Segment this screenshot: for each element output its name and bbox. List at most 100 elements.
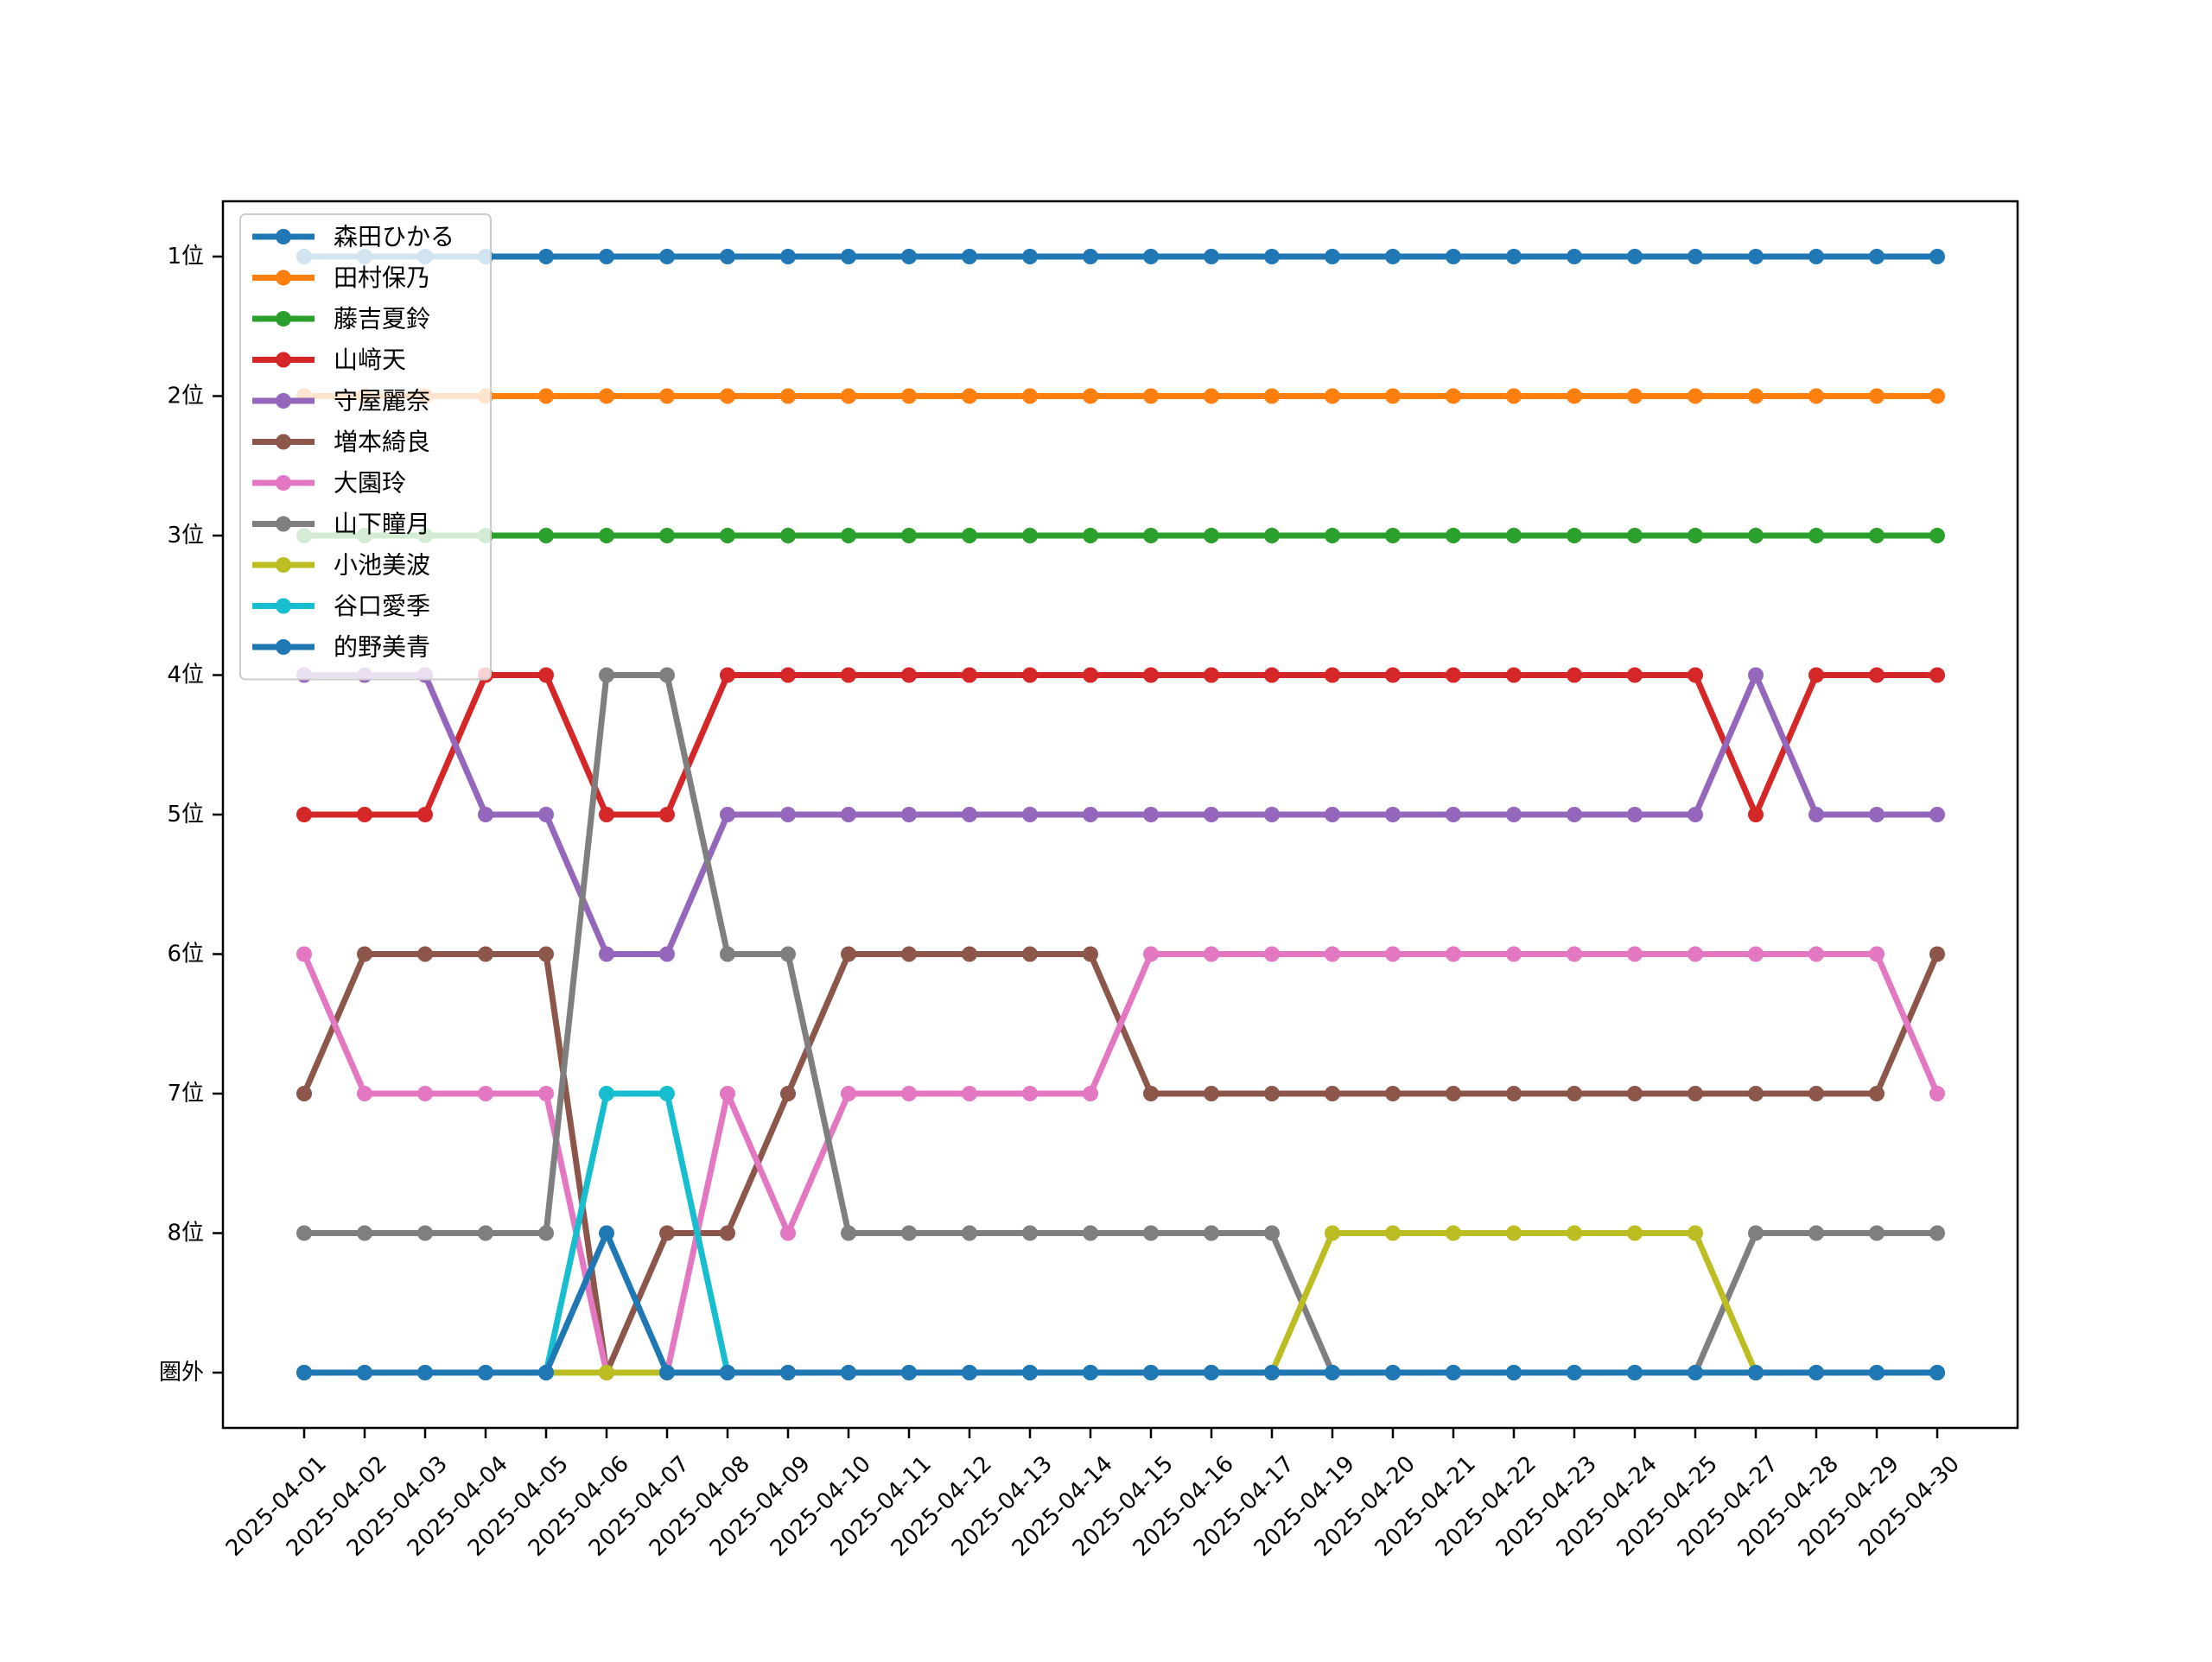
legend-swatch-marker: [276, 352, 291, 368]
data-point: [1506, 1365, 1522, 1380]
data-point: [1325, 249, 1340, 264]
data-point: [962, 1086, 977, 1101]
data-point: [901, 1225, 917, 1241]
data-point: [1506, 528, 1522, 543]
legend-swatch-marker: [276, 270, 291, 286]
data-point: [659, 946, 675, 962]
data-point: [599, 1225, 614, 1241]
legend-entry: 藤吉夏鈴: [252, 305, 430, 333]
data-point: [1204, 1365, 1219, 1380]
data-point: [1385, 528, 1401, 543]
y-tick-label: 5位: [167, 802, 204, 828]
data-point: [1083, 528, 1098, 543]
data-point: [1143, 807, 1159, 822]
data-point: [1627, 946, 1643, 962]
data-point: [780, 807, 796, 822]
data-point: [1325, 1086, 1340, 1101]
legend-label: 守屋麗奈: [334, 387, 430, 416]
data-point: [1567, 1225, 1582, 1241]
legend-entry: 森田ひかる: [252, 223, 454, 251]
y-tick-label: 7位: [167, 1081, 204, 1107]
data-point: [1688, 946, 1703, 962]
data-point: [962, 667, 977, 683]
data-point: [478, 1365, 493, 1380]
data-point: [296, 1086, 312, 1101]
legend-swatch-marker: [276, 475, 291, 491]
data-point: [1446, 667, 1461, 683]
data-point: [1869, 1086, 1885, 1101]
series-4: [296, 667, 1945, 822]
data-point: [1446, 249, 1461, 264]
data-point: [1325, 1225, 1340, 1241]
data-point: [1688, 667, 1703, 683]
data-point: [1808, 667, 1824, 683]
data-point: [1627, 667, 1643, 683]
legend-entry: 増本綺良: [252, 428, 430, 456]
data-point: [1627, 1365, 1643, 1380]
data-point: [1385, 1225, 1401, 1241]
data-point: [841, 528, 856, 543]
data-point: [1022, 249, 1038, 264]
data-point: [599, 667, 614, 683]
data-point: [1567, 1365, 1582, 1380]
data-point: [659, 807, 675, 822]
data-point: [780, 1086, 796, 1101]
data-point: [1446, 1225, 1461, 1241]
legend-label: 小池美波: [334, 551, 430, 580]
legend-entry: 的野美青: [252, 633, 430, 662]
data-point: [1567, 667, 1582, 683]
legend-entry: 山下瞳月: [252, 510, 430, 538]
data-point: [659, 388, 675, 404]
data-point: [720, 1225, 735, 1241]
data-point: [1143, 388, 1159, 404]
data-point: [478, 1225, 493, 1241]
series-line: [304, 672, 1937, 957]
data-point: [841, 1225, 856, 1241]
data-point: [1385, 1365, 1401, 1380]
data-point: [841, 946, 856, 962]
data-point: [417, 1086, 433, 1101]
data-point: [841, 807, 856, 822]
legend-swatch-marker: [276, 393, 291, 409]
data-point: [1688, 388, 1703, 404]
data-point: [1204, 807, 1219, 822]
data-point: [1143, 1365, 1159, 1380]
legend-entry: 谷口愛季: [252, 592, 430, 620]
data-point: [1506, 388, 1522, 404]
y-tick-label: 6位: [167, 942, 204, 967]
y-tick-label: 2位: [167, 384, 204, 409]
data-point: [1385, 249, 1401, 264]
legend-entry: 田村保乃: [252, 263, 430, 292]
data-point: [1143, 528, 1159, 543]
data-point: [1567, 388, 1582, 404]
data-point: [1022, 1365, 1038, 1380]
legend-swatch-marker: [276, 598, 291, 614]
data-point: [962, 1225, 977, 1241]
data-point: [417, 807, 433, 822]
data-point: [1143, 249, 1159, 264]
legend-swatch-marker: [276, 311, 291, 327]
data-point: [1446, 528, 1461, 543]
data-point: [1022, 528, 1038, 543]
data-point: [1808, 1225, 1824, 1241]
data-point: [1929, 807, 1945, 822]
data-point: [659, 249, 675, 264]
data-point: [1627, 528, 1643, 543]
data-point: [538, 1365, 554, 1380]
data-point: [1264, 1086, 1280, 1101]
data-point: [901, 807, 917, 822]
data-point: [538, 1086, 554, 1101]
data-point: [1083, 946, 1098, 962]
legend-label: 藤吉夏鈴: [334, 305, 430, 333]
legend-label: 大園玲: [334, 469, 406, 498]
legend-label: 田村保乃: [334, 263, 430, 292]
data-point: [720, 528, 735, 543]
data-point: [1446, 807, 1461, 822]
data-point: [1627, 807, 1643, 822]
data-point: [1204, 946, 1219, 962]
data-point: [357, 946, 372, 962]
legend: 森田ひかる田村保乃藤吉夏鈴山﨑天守屋麗奈増本綺良大園玲山下瞳月小池美波谷口愛季的…: [239, 213, 492, 681]
legend-label: 的野美青: [334, 633, 430, 662]
data-point: [720, 667, 735, 683]
